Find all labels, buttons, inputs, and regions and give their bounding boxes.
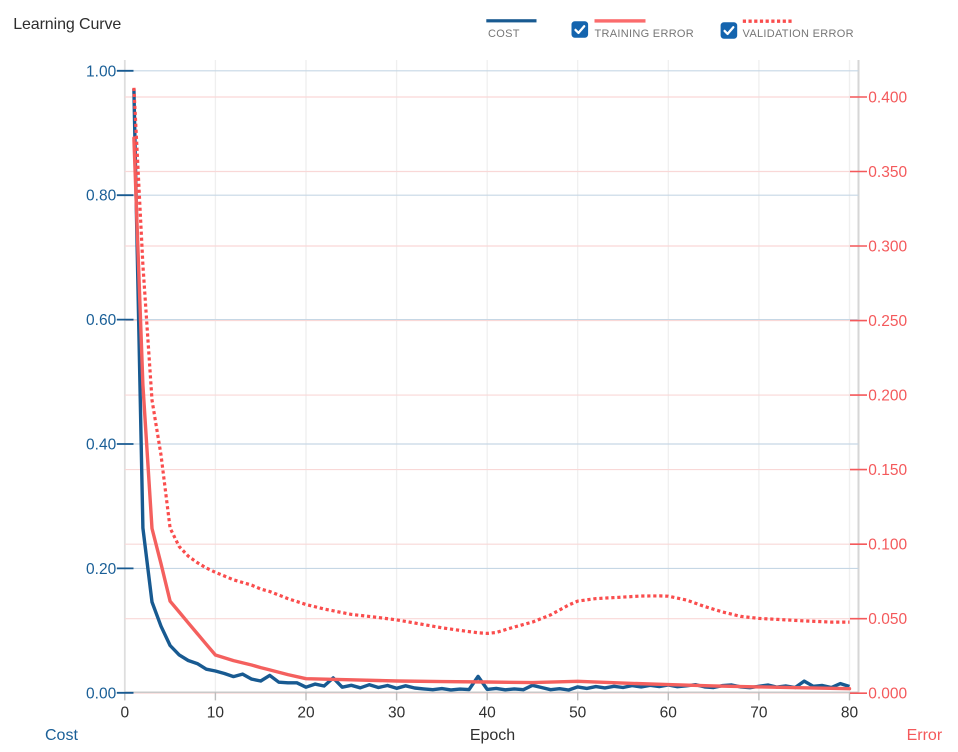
svg-text:0.050: 0.050 bbox=[868, 611, 907, 628]
svg-text:0.200: 0.200 bbox=[868, 388, 907, 405]
svg-text:0.350: 0.350 bbox=[868, 164, 907, 181]
svg-text:0.000: 0.000 bbox=[868, 686, 907, 703]
svg-text:20: 20 bbox=[297, 704, 315, 721]
svg-text:VALIDATION ERROR: VALIDATION ERROR bbox=[743, 28, 854, 40]
svg-text:COST: COST bbox=[488, 28, 520, 40]
svg-text:0.250: 0.250 bbox=[868, 313, 907, 330]
svg-text:0.400: 0.400 bbox=[868, 90, 907, 107]
svg-text:0.00: 0.00 bbox=[86, 685, 117, 702]
svg-text:Epoch: Epoch bbox=[470, 727, 515, 744]
svg-text:Cost: Cost bbox=[45, 727, 78, 744]
svg-text:30: 30 bbox=[388, 704, 406, 721]
svg-text:TRAINING ERROR: TRAINING ERROR bbox=[595, 28, 695, 40]
svg-text:10: 10 bbox=[207, 704, 225, 721]
svg-text:60: 60 bbox=[660, 704, 678, 721]
svg-text:80: 80 bbox=[841, 704, 859, 721]
svg-text:0.80: 0.80 bbox=[86, 188, 117, 205]
svg-text:0.150: 0.150 bbox=[868, 462, 907, 479]
svg-text:70: 70 bbox=[750, 704, 768, 721]
svg-text:0.300: 0.300 bbox=[868, 239, 907, 256]
svg-text:1.00: 1.00 bbox=[86, 63, 117, 80]
svg-text:0.20: 0.20 bbox=[86, 561, 117, 578]
svg-text:0: 0 bbox=[120, 704, 129, 721]
svg-text:0.60: 0.60 bbox=[86, 312, 117, 329]
svg-text:Learning Curve: Learning Curve bbox=[13, 16, 121, 33]
svg-text:0.40: 0.40 bbox=[86, 437, 117, 454]
svg-text:40: 40 bbox=[479, 704, 497, 721]
svg-text:0.100: 0.100 bbox=[868, 537, 907, 554]
svg-text:50: 50 bbox=[569, 704, 587, 721]
svg-text:Error: Error bbox=[907, 727, 943, 744]
